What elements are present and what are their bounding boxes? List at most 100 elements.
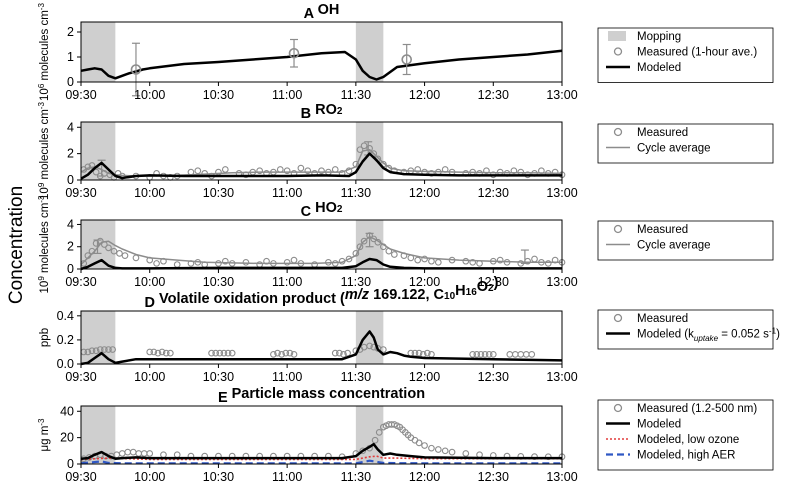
y-tick-label: 2 [67, 147, 74, 161]
measured-point [263, 257, 270, 265]
measured-point [379, 243, 387, 251]
measured-point [146, 348, 154, 356]
measured-point [297, 260, 305, 267]
x-tick-label: 12:30 [478, 186, 509, 200]
measured-point [228, 260, 236, 267]
x-tick-label: 11:30 [341, 88, 371, 102]
measured-point [336, 349, 343, 357]
measured-point [370, 235, 378, 243]
series-modeled-high-aer [80, 459, 562, 465]
measured-point [503, 258, 511, 266]
measured-point [441, 166, 449, 173]
measured-point [374, 238, 382, 246]
plot-frame [80, 310, 563, 365]
x-tick-label: 13:00 [546, 275, 577, 289]
x-tick-label: 09:30 [65, 275, 96, 289]
x-tick-label: 11:00 [272, 370, 302, 384]
x-tick-label: 12:30 [478, 275, 509, 289]
measured-point [407, 254, 415, 262]
measured-point [538, 167, 545, 175]
measured-point [116, 250, 123, 257]
measured-point [132, 254, 140, 262]
measured-point [469, 351, 477, 358]
measured-point [344, 349, 351, 357]
measured-point [510, 167, 518, 175]
series-cycle-average [80, 148, 563, 177]
x-tick-label: 10:00 [134, 275, 165, 289]
x-tick-label: 12:00 [409, 470, 440, 484]
y-axis-label: μg m-3 [37, 418, 51, 451]
measured-point [476, 260, 483, 267]
x-tick-label: 11:30 [341, 370, 371, 384]
x-tick-label: 10:30 [203, 186, 234, 200]
measured-point [212, 349, 220, 357]
measured-point [434, 446, 442, 453]
measured-point [489, 351, 497, 358]
panel-title: E ​Particle mass concentration​ [218, 386, 425, 406]
measured-point [121, 252, 129, 259]
measured-point [448, 448, 456, 456]
legend-measured-swatch [613, 127, 623, 137]
measured-point [290, 351, 298, 358]
measured-point [274, 349, 281, 357]
measured-point [286, 349, 294, 357]
measured-point [371, 436, 379, 444]
legend-label: Modeled [637, 419, 681, 431]
measured-point [356, 146, 364, 154]
measured-point [359, 447, 367, 455]
measured-point [415, 349, 423, 357]
series-modeled-low-ozone [80, 455, 562, 461]
measured-point [441, 447, 449, 455]
legend-label: Measured [637, 224, 688, 236]
measured-point [270, 260, 277, 267]
measured-point [84, 348, 92, 356]
measured-point [462, 257, 470, 265]
measured-point [352, 250, 360, 257]
measured-point [278, 351, 285, 358]
measured-point [506, 351, 514, 358]
x-tick-label: 11:30 [341, 186, 371, 200]
plot-frame [80, 219, 563, 270]
measured-point [105, 346, 112, 353]
measured-point [160, 257, 167, 265]
x-tick-label: 12:00 [409, 88, 440, 102]
measured-point [311, 261, 318, 268]
x-tick-label: 09:30 [65, 88, 96, 102]
measured-point [531, 453, 538, 460]
legend-label: Measured (1-hour ave.) [637, 47, 757, 59]
measured-point [276, 166, 284, 173]
measured-point [160, 451, 167, 459]
measured-point [448, 256, 456, 264]
x-tick-label: 12:00 [409, 275, 440, 289]
legend-label: Measured [637, 127, 688, 139]
measured-point [551, 256, 559, 264]
measured-point [96, 346, 104, 353]
measured-point [194, 258, 202, 266]
y-tick-label: 4 [67, 217, 74, 231]
y-tick-label: 1 [67, 50, 74, 64]
x-tick-label: 10:00 [134, 88, 165, 102]
y-tick-label: 0 [67, 457, 74, 471]
measured-point [538, 258, 545, 266]
measured-point [483, 167, 490, 175]
measured-point [109, 346, 116, 353]
x-tick-label: 11:00 [272, 470, 302, 484]
legend-label: Cycle average [637, 143, 711, 155]
x-tick-label: 13:00 [546, 88, 577, 102]
y-tick-label: 0.2 [57, 333, 74, 347]
measured-point [551, 168, 559, 176]
measured-point [220, 349, 228, 357]
measured-point [140, 450, 148, 457]
measured-point [118, 450, 126, 457]
legend-label: Modeled, high AER [637, 450, 735, 462]
measured-point [228, 349, 236, 357]
legend-measured-swatch [613, 403, 623, 413]
measured-point [318, 167, 325, 175]
figure-ylabel: Concentration [6, 186, 27, 304]
legend-label: Modeled, low ozone [637, 434, 739, 446]
legend-label: Modeled (kuptake = 0.052 s-1) [637, 326, 780, 342]
mopping-shade-1 [81, 22, 116, 82]
measured-point [345, 167, 353, 175]
x-tick-label: 10:00 [134, 370, 165, 384]
